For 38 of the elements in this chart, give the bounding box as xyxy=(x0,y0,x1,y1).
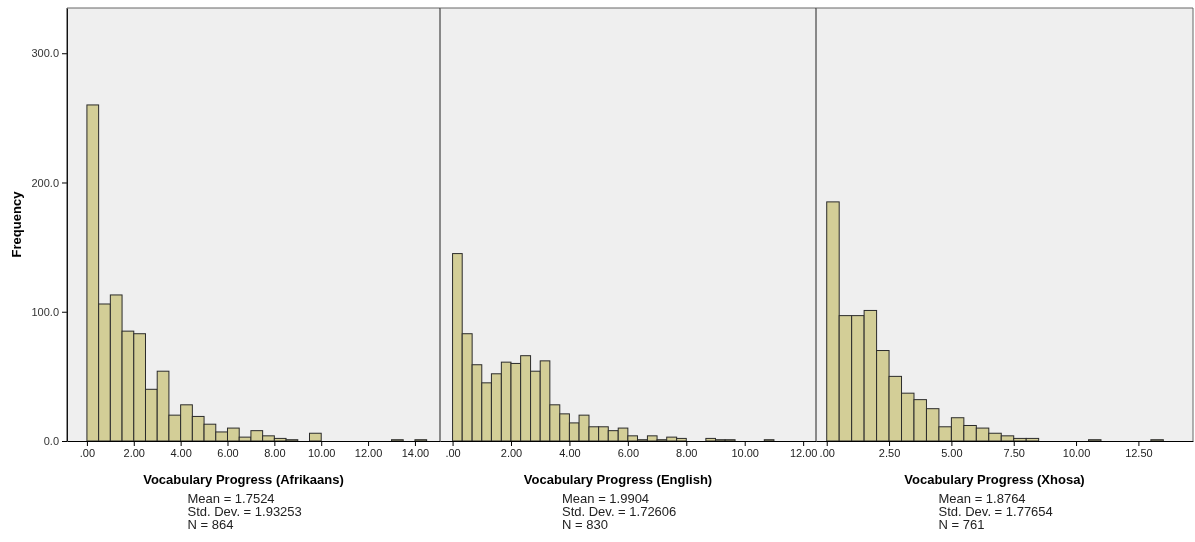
text: Mean = 1.8764 xyxy=(938,491,1026,506)
x-axis-title: Vocabulary Progress (Afrikaans) xyxy=(143,472,344,487)
x-tick-label: .00 xyxy=(445,446,461,459)
x-tick-label: 10.00 xyxy=(731,446,759,459)
text: Mean = 1.7524 xyxy=(187,491,275,506)
text: N = 830 xyxy=(562,517,608,532)
x-tick-label: .00 xyxy=(819,446,835,459)
text: N = 864 xyxy=(187,517,234,532)
text: Std. Dev. = 1.72606 xyxy=(562,504,677,519)
x-axis-title: Vocabulary Progress (Xhosa) xyxy=(904,472,1085,487)
y-tick-label: 100.0 xyxy=(31,305,59,318)
y-tick-label: 0.0 xyxy=(43,435,59,448)
text: Std. Dev. = 1.77654 xyxy=(938,504,1053,519)
x-tick-label: 8.00 xyxy=(676,446,698,459)
x-tick-label: 14.00 xyxy=(401,446,430,459)
x-tick-label: 5.00 xyxy=(941,446,963,459)
x-tick-label: 6.00 xyxy=(617,446,640,459)
text: Std. Dev. = 1.93253 xyxy=(187,504,302,519)
x-tick-label: 7.50 xyxy=(1003,446,1025,459)
x-tick-label: 12.00 xyxy=(354,446,383,459)
text: Mean = 1.9904 xyxy=(562,491,650,506)
x-tick-label: 12.00 xyxy=(789,446,818,459)
x-tick-label: 4.00 xyxy=(170,446,192,459)
x-tick-label: 12.50 xyxy=(1125,446,1153,459)
x-tick-label: 2.00 xyxy=(500,446,523,459)
text: N = 761 xyxy=(938,517,985,532)
x-axis-title: Vocabulary Progress (English) xyxy=(523,472,713,487)
x-tick-label: 6.00 xyxy=(217,446,239,459)
y-tick-label: 200.0 xyxy=(31,176,59,189)
y-tick-label: 300.0 xyxy=(31,47,59,60)
y-axis-title: Frequency xyxy=(9,190,24,258)
x-tick-label: 4.00 xyxy=(559,446,581,459)
x-tick-label: 10.00 xyxy=(307,446,336,459)
x-tick-label: 2.50 xyxy=(878,446,901,459)
x-tick-label: .00 xyxy=(79,446,96,459)
x-tick-label: 10.00 xyxy=(1062,446,1091,459)
x-tick-label: 8.00 xyxy=(264,446,286,459)
x-tick-label: 2.00 xyxy=(123,446,145,459)
